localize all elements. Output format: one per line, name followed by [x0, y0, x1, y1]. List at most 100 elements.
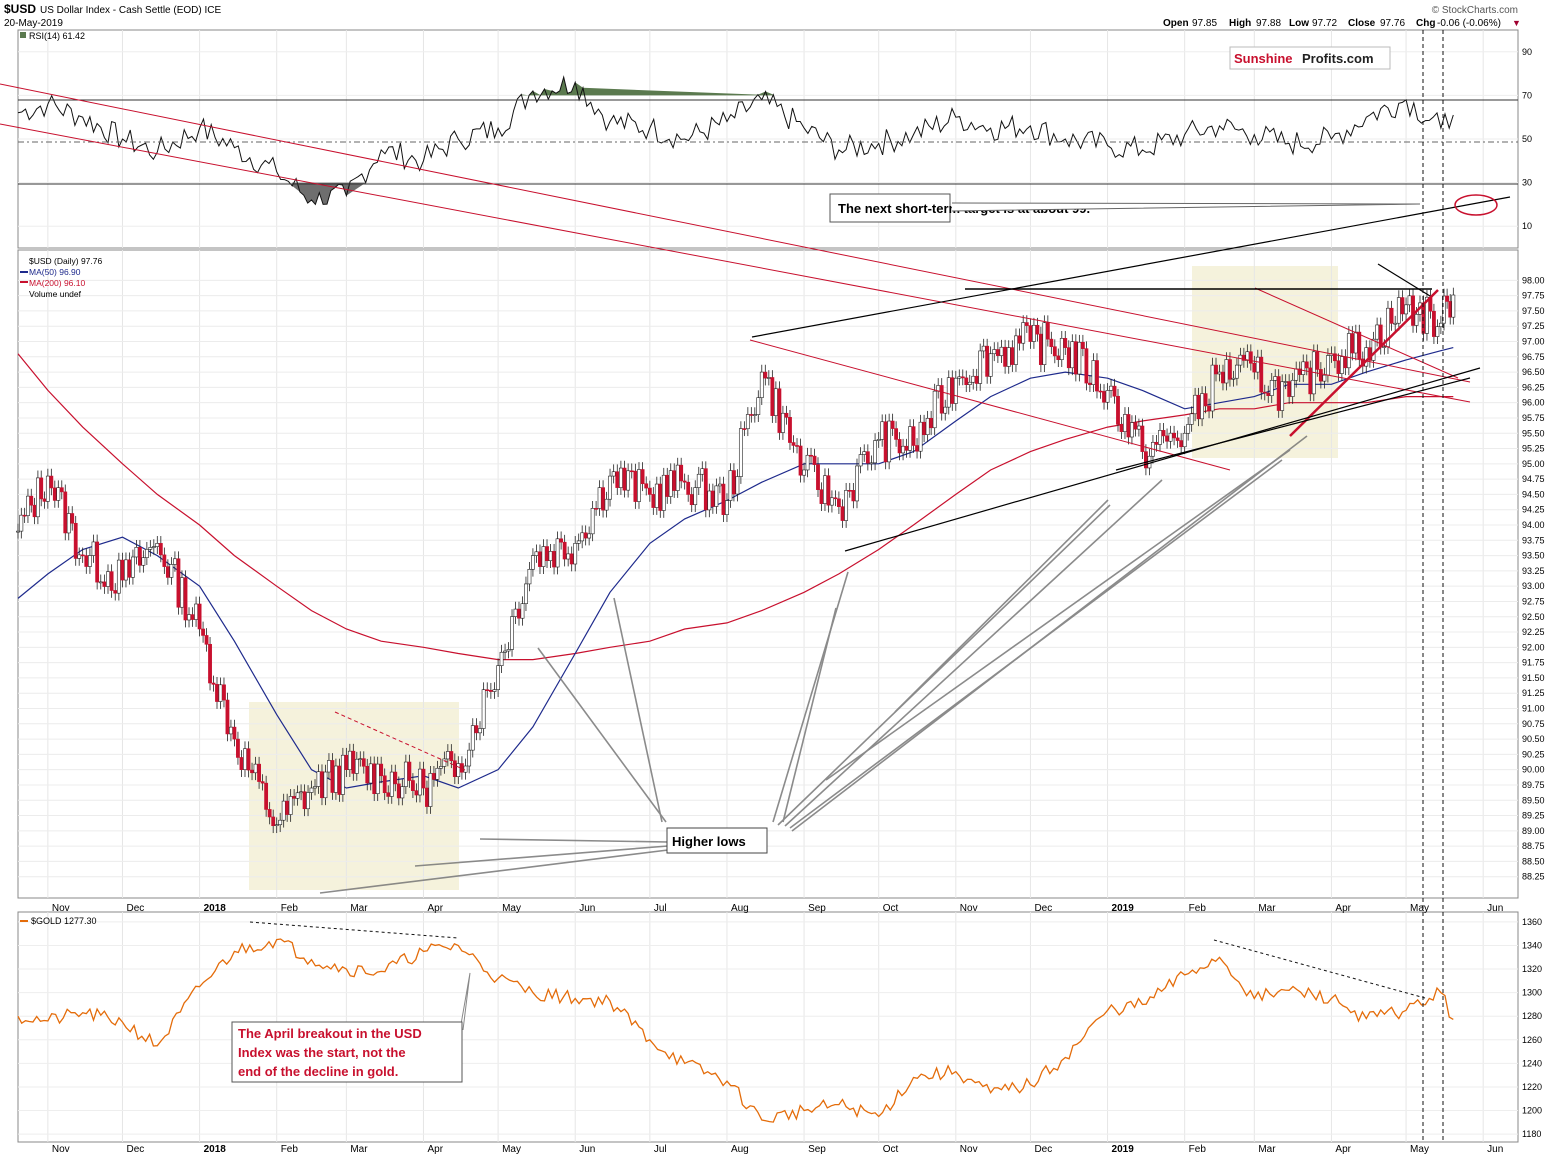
candle-down — [1003, 346, 1008, 367]
usd-y-tick-label: 96.50 — [1522, 367, 1545, 377]
candle-up — [1364, 347, 1369, 367]
candle-up — [823, 475, 827, 504]
candle-down — [95, 541, 100, 583]
candle-up — [805, 454, 810, 471]
candle-up — [759, 371, 764, 398]
candle-up — [555, 538, 560, 568]
candle-down — [742, 428, 747, 430]
candle-down — [211, 682, 216, 685]
x-tick-label: Jun — [579, 903, 595, 914]
candle-up — [187, 614, 191, 621]
candle-up — [144, 549, 149, 558]
candle-down — [379, 763, 384, 777]
usd-y-tick-label: 96.00 — [1522, 398, 1545, 408]
ma200-legend-text: MA(200) 96.10 — [29, 278, 85, 288]
logo-part2: Profits.com — [1302, 51, 1374, 66]
pointer-h — [791, 435, 1308, 832]
candle-up — [873, 440, 877, 464]
candle-down — [1207, 405, 1211, 412]
candle-up — [992, 349, 997, 355]
candle-up — [1371, 338, 1376, 361]
candle-up — [1186, 424, 1191, 434]
usd-y-tick-label: 89.50 — [1522, 795, 1545, 805]
watermark: © StockCharts.com — [1432, 5, 1518, 16]
lower-rising-trendline — [844, 367, 1481, 552]
rsi-line — [17, 75, 1454, 206]
candle-up — [714, 485, 719, 507]
candle-down — [601, 487, 605, 511]
candle-down — [1165, 435, 1169, 442]
candle-up — [858, 454, 863, 467]
candle-down — [1056, 355, 1061, 360]
candle-up — [281, 800, 286, 821]
usd-y-tick-label: 93.00 — [1522, 581, 1545, 591]
candle-down — [137, 547, 142, 566]
x-tick-label: May — [502, 1144, 521, 1155]
usd-y-tick-label: 91.75 — [1522, 658, 1545, 668]
usd-y-tick-label: 97.25 — [1522, 321, 1545, 331]
open-value: 97.85 — [1192, 18, 1217, 29]
pointer-a — [537, 647, 667, 823]
usd-y-tick-label: 94.00 — [1522, 520, 1545, 530]
candle-down — [39, 477, 44, 500]
candle-up — [503, 650, 507, 653]
candle-up — [347, 750, 352, 770]
candle-down — [865, 451, 870, 464]
usd-y-tick-label: 98.00 — [1522, 275, 1545, 285]
candle-up — [1280, 381, 1285, 411]
gold-y-tick-label: 1280 — [1522, 1011, 1542, 1021]
x-tick-label: Apr — [427, 1144, 443, 1155]
candle-up — [313, 786, 317, 789]
candle-up — [675, 464, 680, 491]
candle-down — [819, 489, 824, 504]
candle-down — [113, 590, 118, 594]
usd-legend-text: $USD (Daily) 97.76 — [29, 256, 102, 266]
candle-down — [351, 750, 356, 774]
candle-down — [784, 412, 789, 418]
candle-down — [1045, 322, 1050, 340]
candle-up — [1231, 377, 1236, 380]
gold-y-tick-label: 1320 — [1522, 964, 1542, 974]
candle-down — [1336, 360, 1341, 374]
candle-up — [26, 495, 30, 516]
candle-up — [45, 475, 50, 502]
candle-down — [964, 377, 969, 385]
candle-up — [1407, 295, 1412, 306]
candle-down — [1389, 307, 1394, 324]
candle-down — [777, 388, 782, 433]
candle-down — [1259, 356, 1264, 393]
candle-down — [109, 571, 114, 591]
x-tick-label: Dec — [1034, 1144, 1052, 1155]
candle-down — [763, 371, 768, 379]
candle-down — [795, 445, 799, 447]
breakout-pointer — [459, 972, 471, 1031]
candle-up — [278, 819, 283, 826]
candle-down — [1140, 425, 1145, 452]
close-value: 97.76 — [1380, 18, 1405, 29]
candle-up — [946, 377, 951, 408]
candle-down — [686, 481, 691, 495]
candle-down — [302, 791, 307, 810]
candle-up — [693, 487, 698, 506]
candle-down — [809, 454, 813, 457]
candle-up — [988, 353, 993, 377]
candle-up — [541, 546, 546, 567]
candle-down — [1175, 437, 1180, 441]
candle-down — [414, 790, 419, 796]
candle-down — [225, 699, 230, 735]
candle-down — [63, 491, 68, 534]
red-trendline-upper — [0, 83, 1471, 383]
candle-up — [148, 547, 153, 550]
candle-down — [939, 385, 944, 414]
candle-down — [73, 522, 78, 559]
candle-up — [1042, 322, 1047, 365]
candle-down — [1098, 390, 1103, 393]
candle-up — [481, 689, 486, 729]
candle-down — [1262, 391, 1267, 394]
candle-up — [1032, 324, 1036, 342]
candle-up — [1414, 313, 1419, 326]
candle-down — [629, 470, 634, 473]
candle-up — [781, 412, 785, 433]
candle-down — [1133, 422, 1138, 430]
